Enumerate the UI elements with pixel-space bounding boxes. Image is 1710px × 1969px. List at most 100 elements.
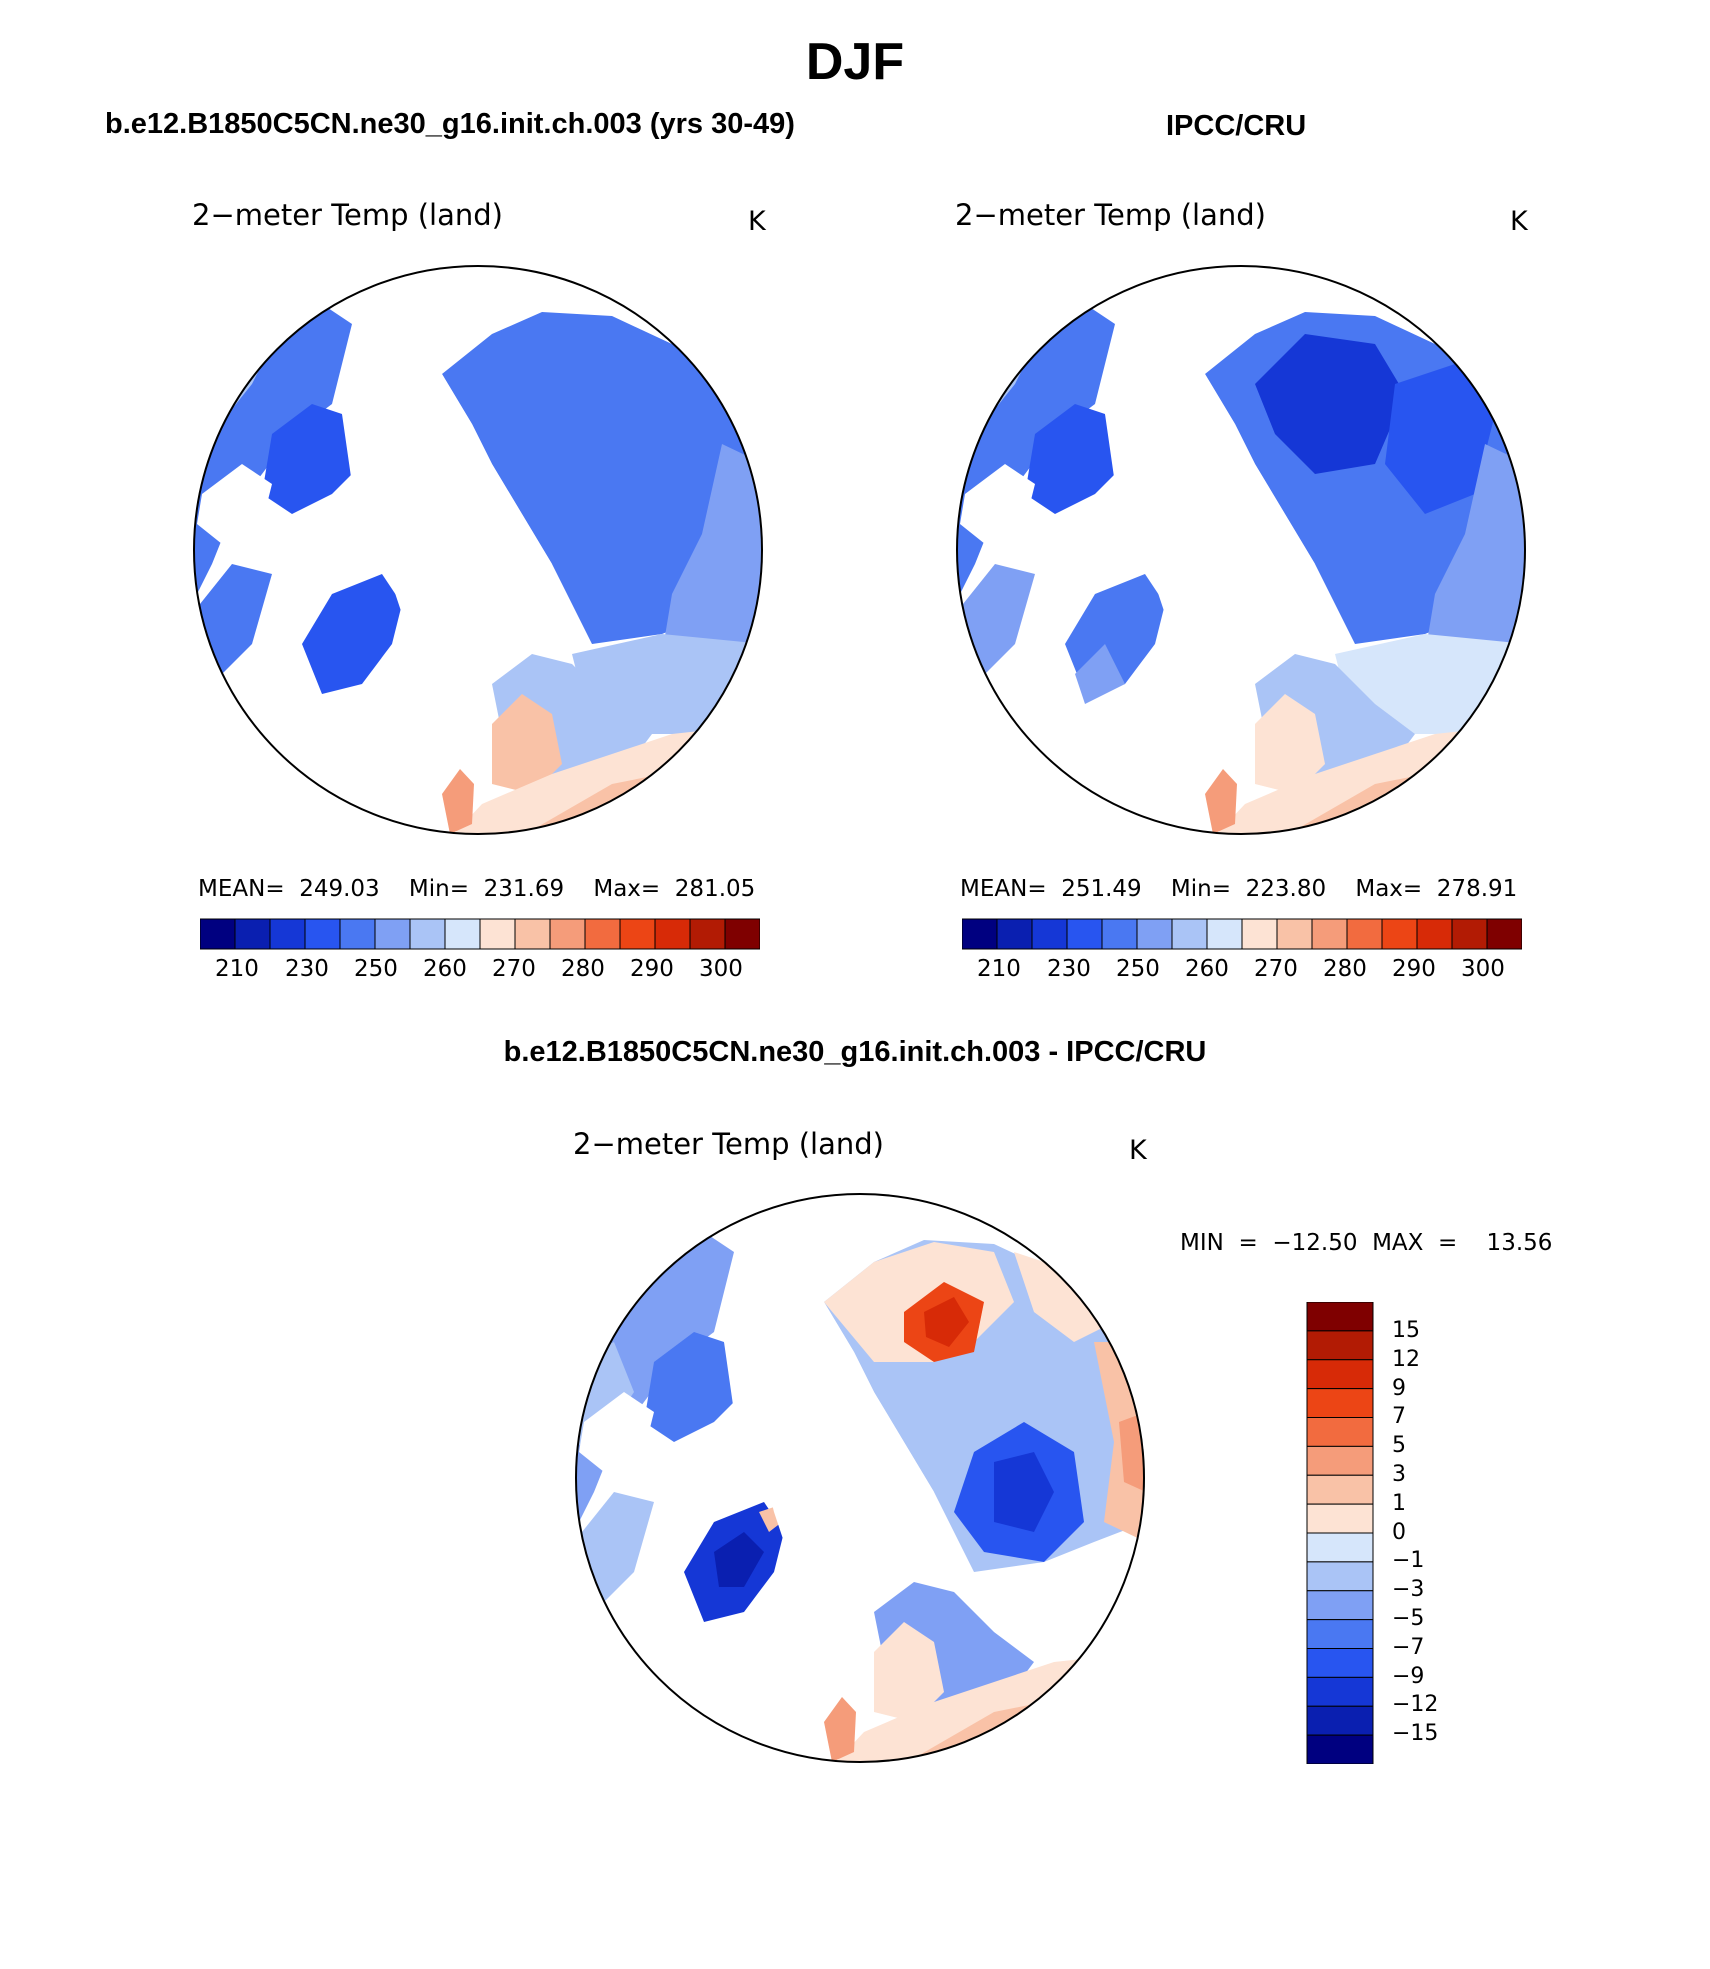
difference-title: b.e12.B1850C5CN.ne30_g16.init.ch.003 - I…	[503, 1036, 1207, 1068]
colorbar-swatch	[1306, 1532, 1374, 1563]
obs-tick: 290	[1392, 956, 1436, 982]
colorbar-swatch	[479, 918, 516, 950]
model-tick: 250	[354, 956, 398, 982]
obs-tick: 230	[1047, 956, 1091, 982]
obs-tick: 250	[1116, 956, 1160, 982]
obs-units-label: K	[1510, 206, 1528, 237]
diff-tick: −12	[1392, 1692, 1439, 1717]
model-tick: 230	[285, 956, 329, 982]
british-isles	[442, 769, 474, 834]
colorbar-swatch	[724, 918, 760, 950]
obs-tick: 260	[1185, 956, 1229, 982]
obs-tick: 210	[977, 956, 1021, 982]
model-tick: 280	[561, 956, 605, 982]
arctic-ocean	[342, 374, 552, 824]
colorbar-swatch	[304, 918, 341, 950]
diff-colorbar-ticks: 15 12 9 7 5 3 1 0 −1 −3 −5 −7 −9 −12 −15	[1392, 1302, 1512, 1764]
model-colorbar-ticks: 210 230 250 260 270 280 290 300	[200, 956, 760, 986]
colorbar-swatch	[1306, 1705, 1374, 1736]
colorbar-swatch	[1306, 1590, 1374, 1621]
model-stats: MEAN= 249.03 Min= 231.69 Max= 281.05	[198, 876, 756, 902]
west-eurasia-cold-band	[1425, 444, 1525, 664]
colorbar-swatch	[1306, 1417, 1374, 1447]
colorbar-swatch	[1306, 1734, 1374, 1764]
obs-variable-label: 2−meter Temp (land)	[955, 198, 1266, 232]
diff-tick: 9	[1392, 1376, 1406, 1401]
diff-units-label: K	[1129, 1135, 1147, 1166]
warm-hotspot-core	[924, 1297, 969, 1347]
colorbar-swatch	[1306, 1648, 1374, 1678]
colorbar-swatch	[689, 918, 726, 950]
obs-polar-map	[956, 265, 1526, 835]
warm-patch-east	[1119, 1412, 1144, 1492]
obs-stats: MEAN= 251.49 Min= 223.80 Max= 278.91	[960, 876, 1518, 902]
colorbar-swatch	[1306, 1445, 1374, 1476]
arctic-ocean	[1105, 374, 1315, 824]
diff-tick: 5	[1392, 1433, 1406, 1458]
colorbar-swatch	[1306, 1503, 1374, 1534]
colorbar-swatch	[1381, 918, 1418, 950]
colorbar-swatch	[1306, 1388, 1374, 1419]
diff-tick: −9	[1392, 1664, 1425, 1689]
model-tick: 270	[492, 956, 536, 982]
greenland-core	[714, 1532, 764, 1587]
canadian-archipelago	[644, 1332, 744, 1442]
colorbar-swatch	[1306, 1474, 1374, 1505]
model-tick: 210	[215, 956, 259, 982]
diff-tick: −5	[1392, 1606, 1425, 1631]
colorbar-swatch	[1206, 918, 1243, 950]
diff-tick: 0	[1392, 1520, 1406, 1545]
diff-variable-label: 2−meter Temp (land)	[573, 1127, 884, 1161]
model-run-title: b.e12.B1850C5CN.ne30_g16.init.ch.003 (yr…	[105, 108, 795, 140]
colorbar-swatch	[654, 918, 691, 950]
colorbar-swatch	[1031, 918, 1068, 950]
cold-anomaly-core	[994, 1452, 1054, 1532]
colorbar-swatch	[1101, 918, 1138, 950]
colorbar-swatch	[200, 918, 236, 950]
colorbar-swatch	[996, 918, 1033, 950]
colorbar-swatch	[444, 918, 481, 950]
model-tick: 300	[699, 956, 743, 982]
colorbar-swatch	[1306, 1302, 1374, 1332]
colorbar-swatch	[409, 918, 446, 950]
diff-tick: −15	[1392, 1721, 1439, 1746]
diff-tick: −3	[1392, 1577, 1425, 1602]
canadian-archipelago	[262, 404, 362, 514]
scandinavia-region	[492, 694, 562, 794]
colorbar-swatch	[1306, 1330, 1374, 1361]
diff-tick: 15	[1392, 1318, 1420, 1343]
model-variable-label: 2−meter Temp (land)	[192, 198, 503, 232]
diff-tick: −7	[1392, 1635, 1425, 1660]
colorbar-swatch	[1306, 1619, 1374, 1650]
arctic-ocean	[724, 1302, 934, 1752]
colorbar-swatch	[1486, 918, 1522, 950]
north-west-warm	[1014, 1252, 1114, 1342]
colorbar-swatch	[1451, 918, 1488, 950]
diff-colorbar	[1306, 1302, 1374, 1764]
colorbar-swatch	[1346, 918, 1383, 950]
model-tick: 290	[630, 956, 674, 982]
colorbar-swatch	[1276, 918, 1313, 950]
colorbar-swatch	[619, 918, 656, 950]
diff-tick: 1	[1392, 1491, 1406, 1516]
east-siberia-band	[1385, 364, 1495, 514]
scandinavia-region	[874, 1622, 944, 1722]
hudson-bay-water	[197, 464, 272, 544]
obs-tick: 300	[1461, 956, 1505, 982]
colorbar-swatch	[1171, 918, 1208, 950]
west-eurasia-cold-band	[662, 444, 762, 664]
obs-colorbar-ticks: 210 230 250 260 270 280 290 300	[962, 956, 1522, 986]
model-colorbar	[200, 918, 760, 950]
hudson-bay-water	[579, 1392, 654, 1472]
colorbar-swatch	[1311, 918, 1348, 950]
diff-tick: −1	[1392, 1548, 1425, 1573]
hudson-bay-water	[960, 464, 1035, 544]
obs-tick: 280	[1323, 956, 1367, 982]
obs-title: IPCC/CRU	[1166, 110, 1307, 142]
british-isles	[1205, 769, 1237, 834]
colorbar-swatch	[234, 918, 271, 950]
colorbar-swatch	[584, 918, 621, 950]
obs-colorbar	[962, 918, 1522, 950]
colorbar-swatch	[339, 918, 376, 950]
diff-tick: 3	[1392, 1462, 1406, 1487]
